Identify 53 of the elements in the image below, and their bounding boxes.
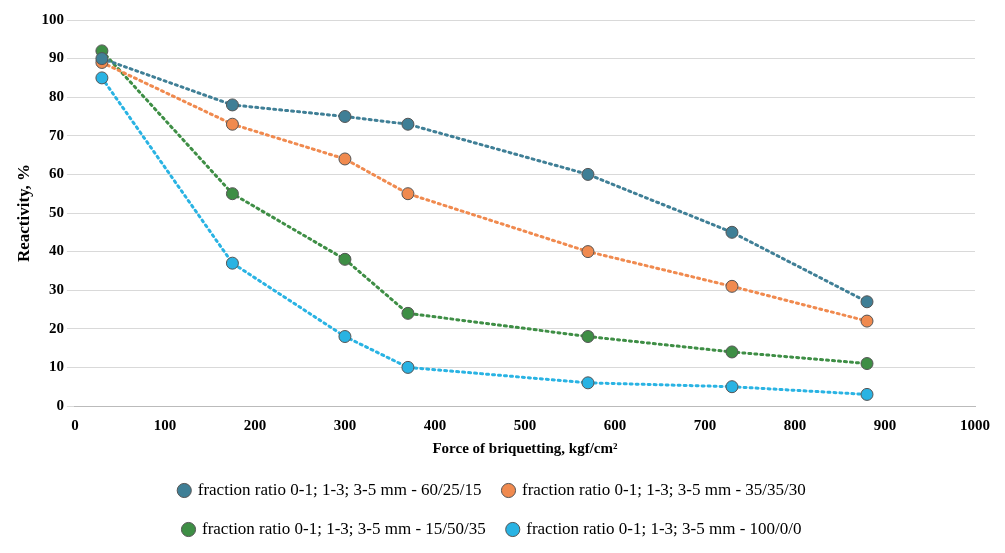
point [860, 357, 874, 371]
x-tick-label: 700 [693, 416, 717, 433]
point [725, 279, 739, 293]
x-tick-label: 500 [513, 416, 537, 433]
point [95, 71, 109, 85]
point [581, 330, 595, 344]
point [581, 167, 595, 181]
legend-label: fraction ratio 0-1; 1-3; 3-5 mm - 60/25/15 [197, 479, 482, 499]
legend-label: fraction ratio 0-1; 1-3; 3-5 mm - 15/50/35 [202, 518, 486, 538]
point [338, 152, 352, 166]
point [725, 380, 739, 394]
point [860, 387, 874, 401]
point [338, 330, 352, 344]
y-tick-label: 70 [48, 126, 64, 143]
point [581, 376, 595, 390]
y-tick-label: 80 [48, 88, 64, 105]
x-tick-label: 600 [603, 416, 627, 433]
y-tick-label: 40 [48, 242, 64, 259]
point [225, 98, 239, 112]
x-tick-label: 100 [153, 416, 177, 433]
point [225, 117, 239, 131]
x-tick-label: 200 [243, 416, 267, 433]
legend-label: fraction ratio 0-1; 1-3; 3-5 mm - 35/35/30 [522, 479, 806, 499]
y-tick-label: 20 [48, 319, 64, 336]
y-tick-label: 10 [48, 358, 64, 375]
point [225, 256, 239, 270]
y-tick-label: 100 [41, 10, 64, 27]
point [401, 117, 415, 131]
y-axis-title: Reactivity, % [13, 163, 33, 263]
x-tick-label: 900 [873, 416, 897, 433]
x-tick-label: 0 [71, 416, 79, 433]
y-tick-label: 30 [48, 281, 64, 298]
x-tick-label: 300 [333, 416, 357, 433]
point [860, 295, 874, 309]
x-tick-label: 400 [423, 416, 447, 433]
point [401, 306, 415, 320]
point [581, 245, 595, 259]
point [401, 360, 415, 374]
y-tick-label: 60 [48, 165, 64, 182]
x-tick-label: 800 [783, 416, 807, 433]
y-tick-label: 0 [56, 396, 64, 413]
point [860, 314, 874, 328]
x-tick-label: 1000 [960, 416, 990, 433]
point [338, 110, 352, 123]
y-tick-label: 90 [48, 49, 64, 66]
point [338, 252, 352, 266]
point [725, 225, 739, 239]
y-tick-label: 50 [48, 203, 64, 220]
point [725, 345, 739, 359]
legend-label: fraction ratio 0-1; 1-3; 3-5 mm - 100/0/0 [526, 518, 802, 538]
point [225, 187, 239, 201]
x-axis-title: Force of briquetting, kgf/cm² [432, 439, 618, 456]
point [401, 187, 415, 201]
